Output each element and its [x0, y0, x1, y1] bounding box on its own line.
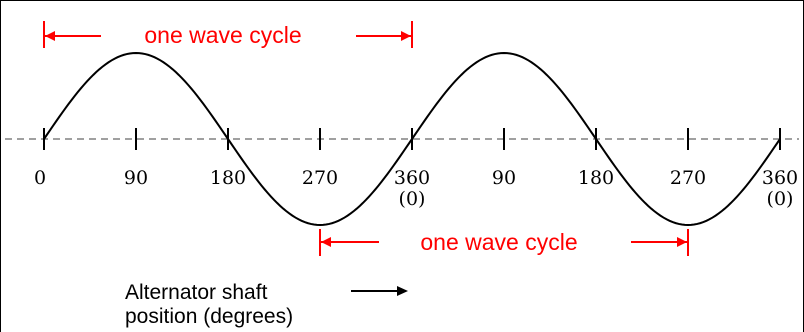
caption-arrowhead	[397, 286, 408, 296]
tick-label: 90	[124, 167, 148, 189]
tick-sublabel: (0)	[399, 188, 426, 210]
axis-caption: Alternator shaft position (degrees)	[125, 281, 408, 328]
bottom-cycle-marker: one wave cycle	[319, 229, 689, 256]
tick-sublabel: (0)	[767, 188, 794, 210]
tick-label: 360	[762, 167, 798, 189]
tick-label: 360	[394, 167, 430, 189]
caption-line-2: position (degrees)	[125, 305, 293, 328]
top-cycle-label: one wave cycle	[144, 22, 301, 48]
bottom-cycle-label: one wave cycle	[420, 229, 577, 255]
top-cycle-marker: one wave cycle	[43, 21, 413, 48]
tick-label: 270	[670, 167, 706, 189]
tick-label: 180	[210, 167, 246, 189]
tick-labels: 0 90 180 270 360(0)90 180 270 360(0)	[34, 167, 798, 210]
tick-label: 270	[302, 167, 338, 189]
tick-label: 90	[492, 167, 516, 189]
sine-wave	[43, 51, 781, 227]
caption-line-1: Alternator shaft	[125, 281, 268, 304]
tick-label: 0	[34, 167, 46, 189]
tick-label: 180	[578, 167, 614, 189]
